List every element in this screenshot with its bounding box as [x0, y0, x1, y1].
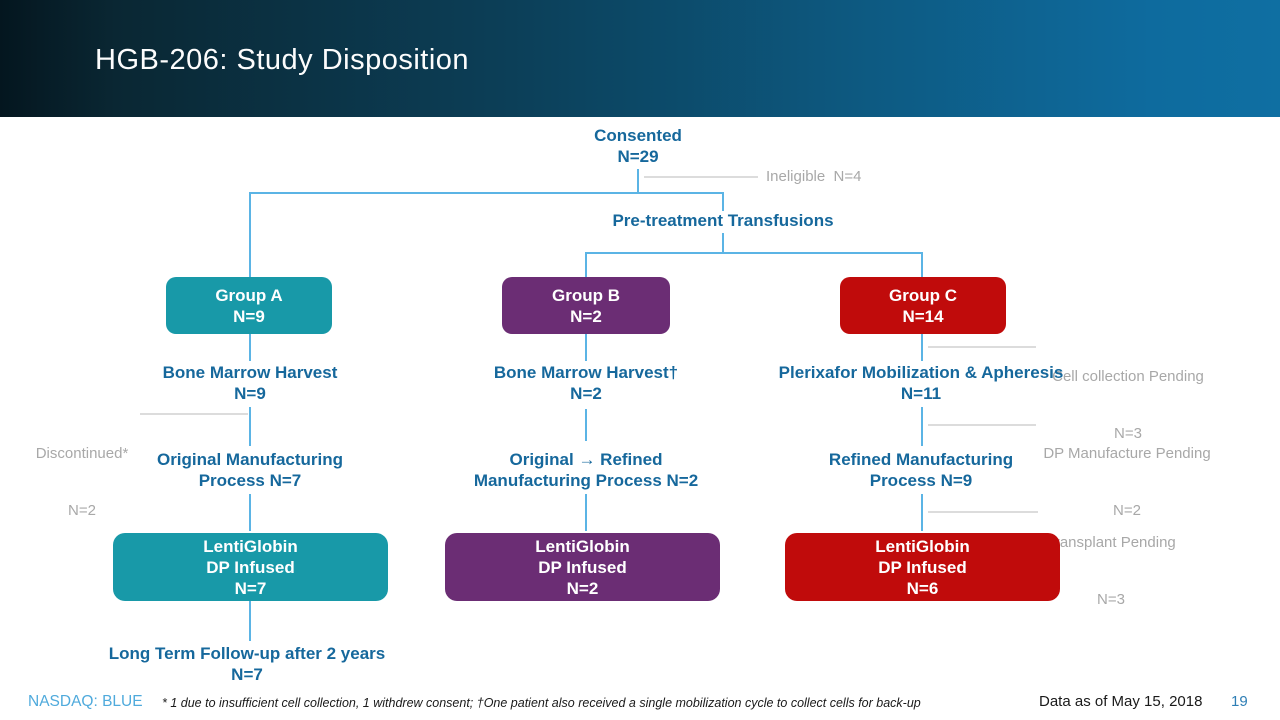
connector-bc-split — [585, 252, 923, 254]
pretreatment-label: Pre-treatment Transfusions — [612, 211, 834, 230]
stage1-c-label: Plerixafor Mobilization & Apheresis N=11 — [779, 362, 1064, 404]
group-b-n: N=2 — [570, 306, 602, 326]
connector-c1 — [921, 334, 923, 361]
connector-pretreatment-down — [722, 233, 724, 253]
dp-b-line3: N=2 — [566, 578, 599, 598]
stage2-c-line1: Refined Manufacturing — [828, 450, 1014, 469]
transplant-line1: Transplant Pending — [1046, 534, 1176, 551]
group-a-box: Group A N=9 — [166, 277, 332, 334]
stage1-b-label: Bone Marrow Harvest† N=2 — [494, 362, 678, 404]
dp-infused-b-box: LentiGlobin DP Infused N=2 — [445, 533, 720, 601]
connector-b1 — [585, 334, 587, 361]
connector-b2 — [585, 409, 587, 441]
dp-manufacture-label: DP Manufacture Pending N=2 — [1043, 406, 1210, 558]
stage2-b-label: Original → Refined Manufacturing Process… — [474, 449, 698, 491]
connector-groupA-drop — [249, 192, 251, 277]
nasdaq-ticker: NASDAQ: BLUE — [28, 693, 143, 710]
followup-line1: Long Term Follow-up after 2 years — [108, 644, 386, 663]
dp-manufacture-line2: N=2 — [1113, 502, 1141, 519]
connector-a2 — [249, 407, 251, 446]
discontinued-line2: N=2 — [68, 502, 96, 519]
stage1-a-line1: Bone Marrow Harvest — [162, 363, 338, 382]
followup-label: Long Term Follow-up after 2 years N=7 — [109, 643, 385, 685]
stage1-a-label: Bone Marrow Harvest N=9 — [163, 362, 338, 404]
stage1-a-line2: N=9 — [234, 384, 266, 403]
stage2-b-line2: Manufacturing Process N=2 — [473, 471, 699, 490]
page-title: HGB-206: Study Disposition — [95, 44, 470, 76]
group-c-label: Group C — [889, 285, 957, 305]
cell-collection-line1: Cell collection Pending — [1052, 368, 1204, 385]
dp-manufacture-line1: DP Manufacture Pending — [1043, 445, 1211, 462]
dp-c-line2: DP Infused — [878, 557, 967, 577]
connector-ineligible — [644, 176, 758, 178]
cell-collection-line2: N=3 — [1114, 425, 1142, 442]
stage1-b-line1: Bone Marrow Harvest† — [493, 363, 679, 382]
connector-groupC-drop — [921, 252, 923, 277]
connector-pretreatment-drop — [722, 192, 724, 211]
ineligible-label: Ineligible N=4 — [766, 168, 862, 185]
stage2-a-line1: Original Manufacturing — [156, 450, 344, 469]
connector-b3 — [585, 494, 587, 531]
dp-a-line3: N=7 — [234, 578, 267, 598]
dp-b-line1: LentiGlobin — [535, 536, 630, 556]
dp-infused-a-box: LentiGlobin DP Infused N=7 — [113, 533, 388, 601]
connector-discontinued — [140, 413, 248, 415]
discontinued-label: Discontinued* N=2 — [36, 406, 129, 558]
connector-cell-collection — [928, 346, 1036, 348]
consented-line1: Consented — [594, 126, 682, 145]
connector-groupB-drop — [585, 252, 587, 277]
stage2-b-line1: Original → Refined — [509, 450, 663, 469]
discontinued-line1: Discontinued* — [35, 445, 129, 462]
group-b-label: Group B — [552, 285, 620, 305]
group-a-n: N=9 — [233, 306, 265, 326]
dp-b-line2: DP Infused — [538, 557, 627, 577]
transplant-line2: N=3 — [1097, 591, 1125, 608]
connector-followup — [249, 601, 251, 641]
group-b-box: Group B N=2 — [502, 277, 670, 334]
page-number: 19 — [1231, 693, 1248, 710]
connector-top-split — [249, 192, 724, 194]
connector-a3 — [249, 494, 251, 531]
stage1-b-line2: N=2 — [570, 384, 602, 403]
stage1-c-line1: Plerixafor Mobilization & Apheresis — [778, 363, 1064, 382]
group-a-label: Group A — [215, 285, 283, 305]
cell-collection-label: Cell collection Pending N=3 — [1052, 329, 1204, 481]
group-c-box: Group C N=14 — [840, 277, 1006, 334]
consented-line2: N=29 — [617, 147, 659, 166]
header-banner: HGB-206: Study Disposition — [0, 0, 1280, 117]
consented-label: Consented N=29 — [594, 125, 682, 167]
dp-a-line1: LentiGlobin — [203, 536, 298, 556]
footnote: * 1 due to insufficient cell collection,… — [162, 696, 921, 710]
dp-a-line2: DP Infused — [206, 557, 295, 577]
group-c-n: N=14 — [902, 306, 944, 326]
connector-c3 — [921, 494, 923, 531]
connector-a1 — [249, 334, 251, 361]
connector-c2 — [921, 407, 923, 446]
transplant-label: Transplant Pending N=3 — [1046, 495, 1176, 647]
followup-line2: N=7 — [231, 665, 263, 684]
stage2-a-line2: Process N=7 — [198, 471, 302, 490]
connector-transplant — [928, 511, 1038, 513]
connector-consented-down — [637, 169, 639, 193]
stage1-c-line2: N=11 — [900, 384, 942, 403]
stage2-a-label: Original Manufacturing Process N=7 — [157, 449, 343, 491]
stage2-c-label: Refined Manufacturing Process N=9 — [829, 449, 1013, 491]
stage2-c-line2: Process N=9 — [869, 471, 973, 490]
data-as-of: Data as of May 15, 2018 — [1039, 693, 1203, 710]
dp-infused-c-box: LentiGlobin DP Infused N=6 — [785, 533, 1060, 601]
connector-dp-manufacture — [928, 424, 1036, 426]
dp-c-line3: N=6 — [906, 578, 939, 598]
dp-c-line1: LentiGlobin — [875, 536, 970, 556]
